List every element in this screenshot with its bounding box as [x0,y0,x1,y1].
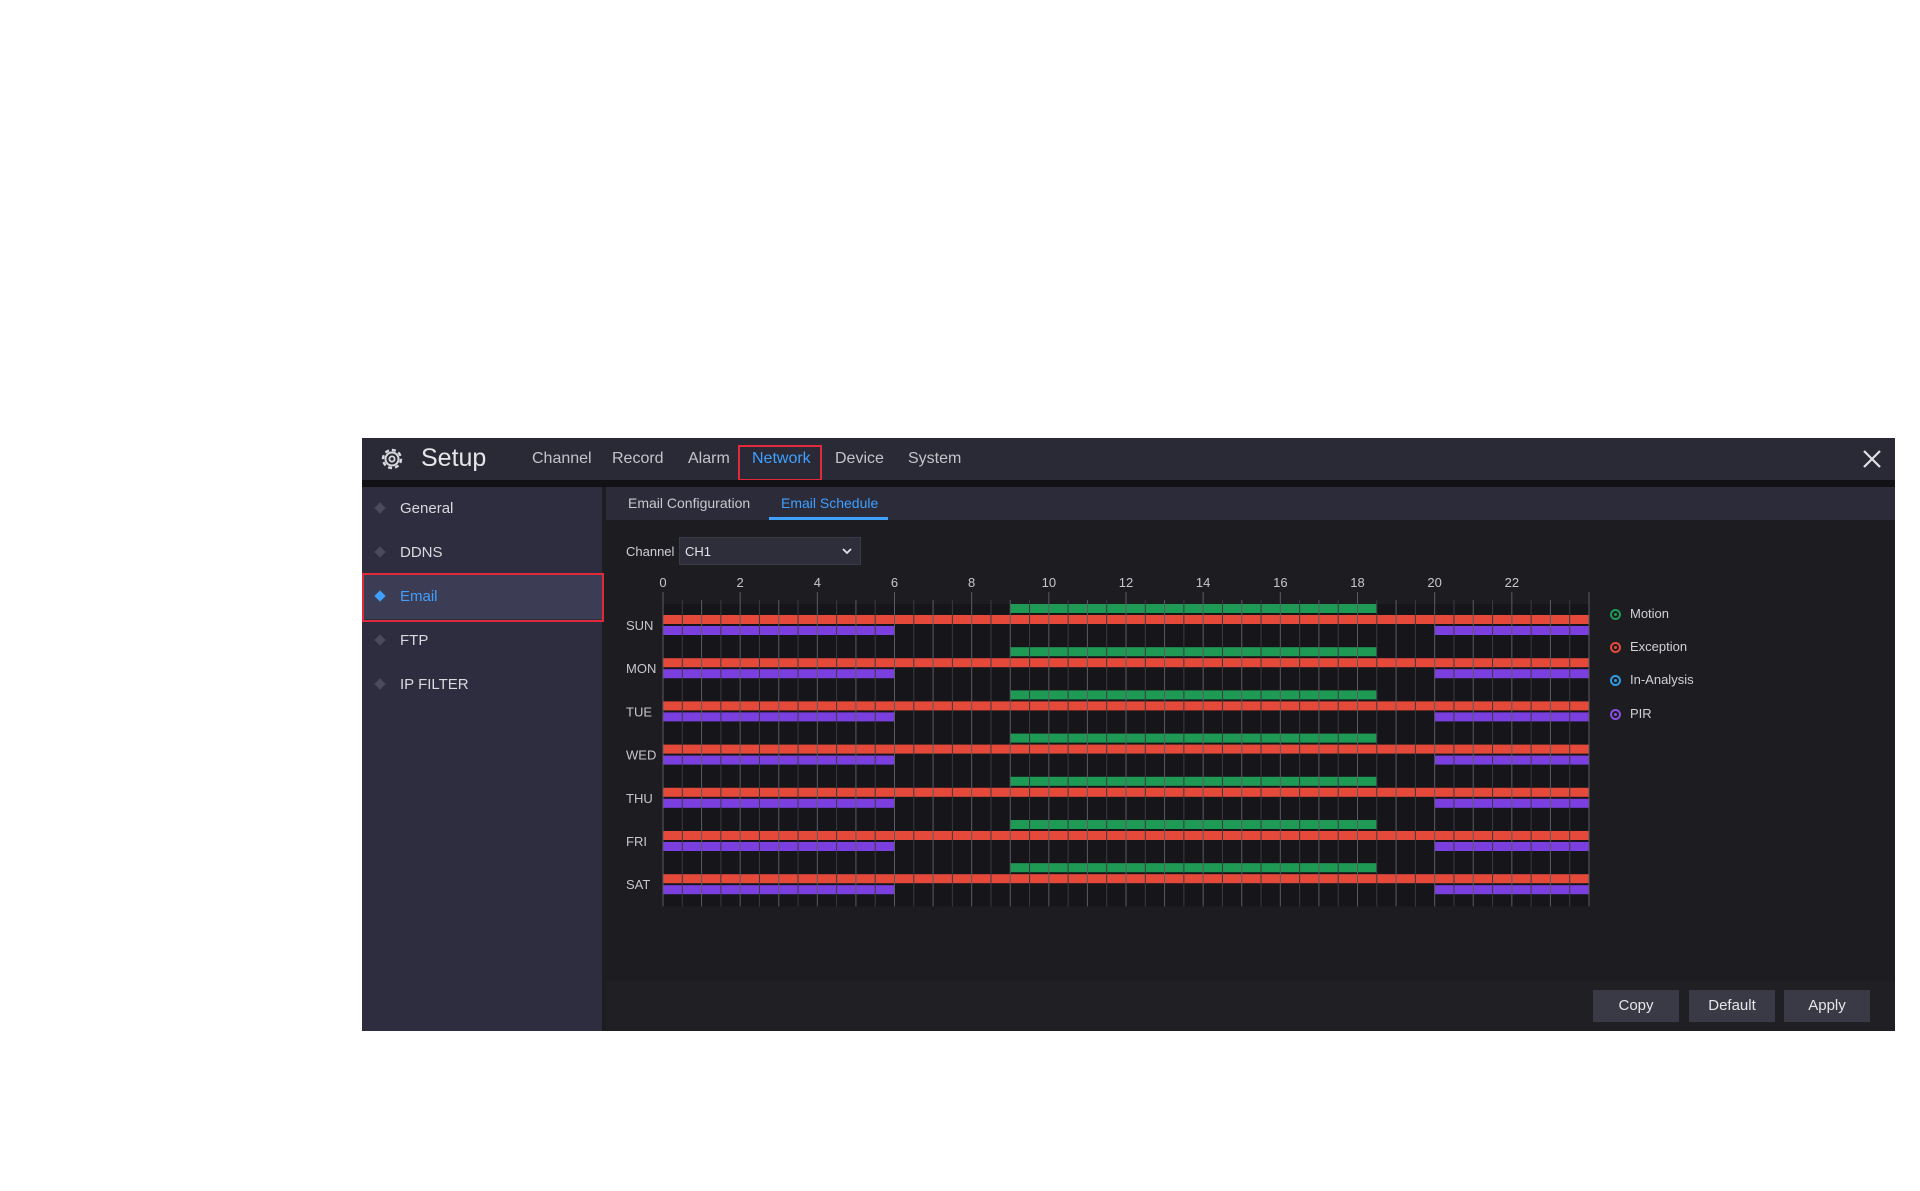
hour-label: 14 [1196,575,1210,590]
hour-label: 8 [968,575,975,590]
day-label: THU [626,791,653,806]
sidebar: General DDNS Email FTP IP FILTER [362,487,602,1031]
tab-record[interactable]: Record [612,450,664,467]
legend-pir[interactable]: PIR [1610,706,1730,726]
tab-network-highlight [738,445,822,481]
page-title: Setup [421,444,487,472]
channel-select[interactable]: CH1 [679,537,861,565]
close-icon[interactable] [1861,448,1883,470]
day-label: TUE [626,704,652,719]
subtab-email-schedule[interactable]: Email Schedule [781,495,879,511]
legend-in-analysis[interactable]: In-Analysis [1610,672,1730,692]
diamond-icon [374,546,386,558]
hour-label: 12 [1119,575,1133,590]
sidebar-item-ddns[interactable]: DDNS [362,531,602,575]
legend-motion[interactable]: Motion [1610,606,1730,626]
header-separator [362,480,1895,487]
tab-network[interactable]: Network [752,450,811,467]
schedule-bar-motion[interactable] [1010,647,1377,657]
sidebar-item-general[interactable]: General [362,487,602,531]
radio-icon [1610,675,1621,686]
apply-button[interactable]: Apply [1784,990,1870,1022]
hour-label: 16 [1273,575,1287,590]
radio-icon [1610,609,1621,620]
schedule-bar-motion[interactable] [1010,604,1377,613]
subtab-email-configuration[interactable]: Email Configuration [628,495,751,511]
legend-label: In-Analysis [1630,672,1694,687]
diamond-icon [374,678,386,690]
subtab-bar: Email Configuration Email Schedule [606,487,1895,520]
hour-label: 10 [1042,575,1056,590]
legend-label: Motion [1630,606,1670,621]
radio-icon [1610,642,1621,653]
sidebar-item-label: General [400,500,454,517]
hour-label: 20 [1427,575,1441,590]
bottom-bar: Copy Default Apply [606,981,1895,1031]
diamond-icon [374,502,386,514]
tab-channel[interactable]: Channel [532,450,592,467]
hour-label: 4 [814,575,821,590]
hour-label: 18 [1350,575,1364,590]
copy-button[interactable]: Copy [1593,990,1679,1022]
sidebar-item-label: IP FILTER [400,676,469,693]
schedule-bar-motion[interactable] [1010,863,1377,873]
chevron-down-icon [842,548,852,555]
tab-alarm[interactable]: Alarm [688,450,730,467]
day-label: WED [626,748,656,763]
diamond-icon [374,634,386,646]
schedule-bar-motion[interactable] [1010,690,1377,700]
schedule-grid[interactable]: 0 2 4 6 8 10 12 14 16 18 20 22 SUN MON TUE WED THU FRI SAT [606,520,1606,920]
hour-label: 22 [1505,575,1519,590]
day-label: FRI [626,834,647,849]
day-label: MON [626,661,656,676]
day-label: SAT [626,877,650,892]
schedule-bar-motion[interactable] [1010,733,1377,743]
tab-device[interactable]: Device [835,450,884,467]
legend-exception[interactable]: Exception [1610,639,1730,659]
sidebar-item-email[interactable]: Email [362,575,602,619]
sidebar-item-label: Email [400,588,438,605]
default-button[interactable]: Default [1689,990,1775,1022]
sidebar-item-label: DDNS [400,544,443,561]
schedule-panel: Channel CH1 0 2 4 6 8 10 12 14 16 18 20 22 SUN MON TUE… [606,520,1895,981]
channel-select-value: CH1 [685,544,712,559]
channel-label: Channel [626,544,675,559]
schedule-bar-motion[interactable] [1010,820,1377,829]
sidebar-item-label: FTP [400,632,429,649]
gear-icon [381,448,403,470]
schedule-bar-motion[interactable] [1010,776,1377,786]
sidebar-item-ftp[interactable]: FTP [362,619,602,663]
sidebar-item-ip-filter[interactable]: IP FILTER [362,663,602,707]
legend-label: Exception [1630,639,1688,654]
legend-label: PIR [1630,706,1652,721]
setup-window: Setup Channel Record Alarm Network Devic… [362,438,1895,1031]
hour-label: 0 [659,575,666,590]
sidebar-email-highlight [362,573,604,622]
radio-icon [1610,709,1621,720]
top-bar: Setup Channel Record Alarm Network Devic… [362,438,1895,487]
hour-label: 2 [737,575,744,590]
active-subtab-underline [769,517,888,520]
tab-system[interactable]: System [908,450,962,467]
hour-label: 6 [891,575,898,590]
day-label: SUN [626,618,653,633]
